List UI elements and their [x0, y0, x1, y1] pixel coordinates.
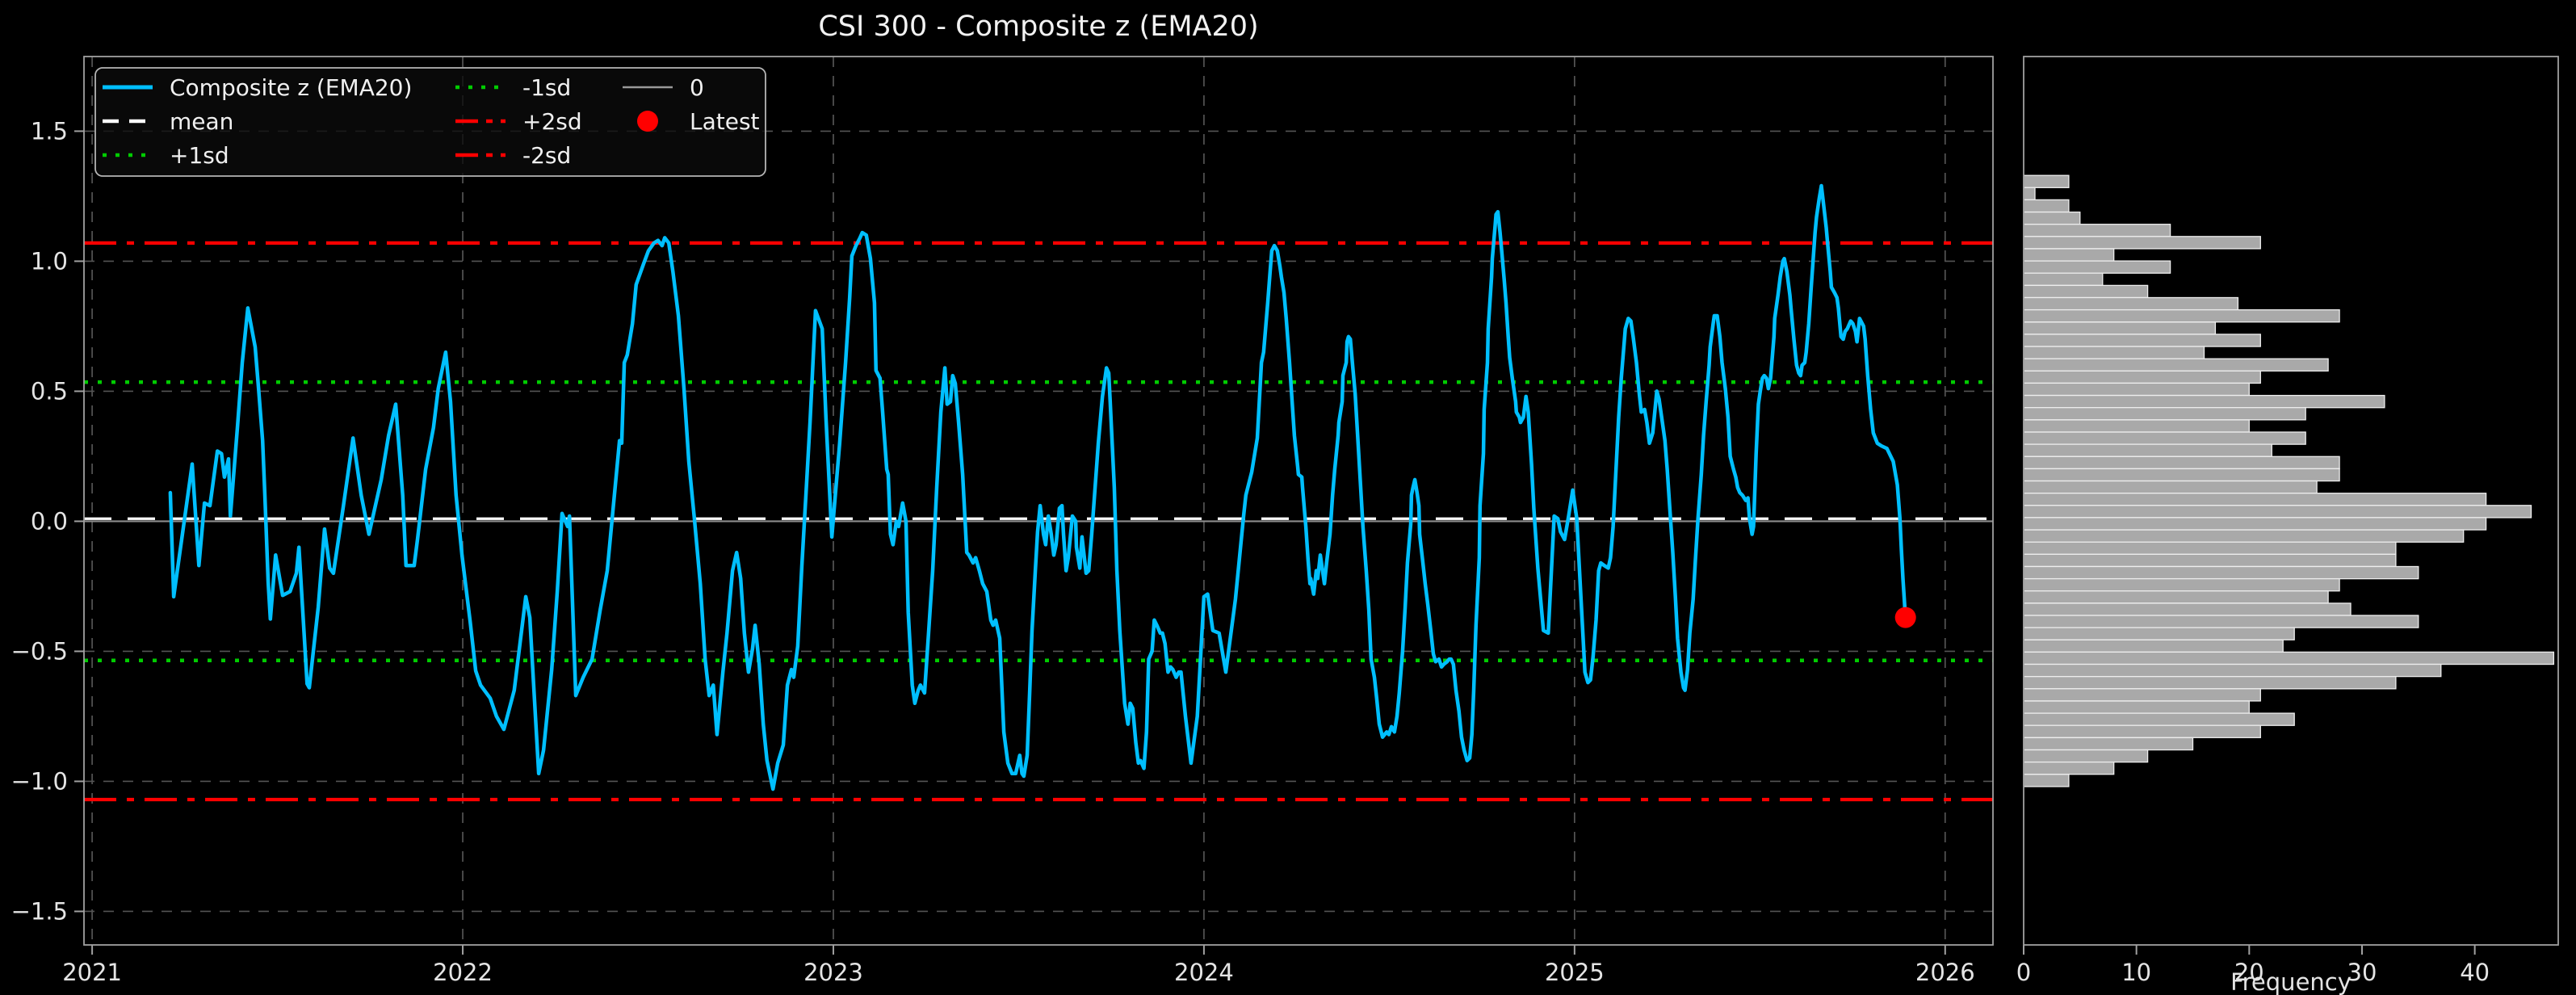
hist-bar	[2023, 700, 2250, 714]
hist-bar	[2023, 370, 2261, 384]
hist-bar	[2023, 639, 2284, 653]
hist-bar	[2023, 565, 2419, 580]
x-tick-label: 2024	[1174, 959, 1234, 986]
hist-bar	[2023, 590, 2329, 604]
hist-bar	[2023, 774, 2070, 787]
x-tick-label: 2026	[1915, 959, 1975, 986]
legend-box	[94, 67, 766, 177]
hist-bar	[2023, 663, 2442, 678]
histogram-panel: 0 10 20 30 40	[2016, 56, 2559, 986]
hist-bar	[2023, 688, 2261, 702]
hist-bar	[2023, 358, 2329, 372]
hist-bar	[2023, 346, 2205, 359]
hist-bar	[2023, 505, 2532, 518]
y-tick-label: −1.5	[11, 897, 68, 925]
hist-bar	[2023, 187, 2036, 201]
y-tick-label: 0.5	[31, 377, 68, 405]
hist-bar	[2023, 737, 2194, 751]
hist-bar	[2023, 529, 2465, 543]
y-tick-label: 1.0	[31, 247, 68, 275]
hist-bar	[2023, 394, 2385, 409]
legend: Composite z (EMA20) mean +1sd -1sd +2sd -2sd 0…	[94, 67, 766, 177]
hist-bar	[2023, 211, 2081, 225]
hist-bar	[2023, 407, 2306, 421]
legend-label: 0	[690, 74, 704, 101]
legend-label: mean	[170, 108, 233, 135]
y-tick-label: 1.5	[31, 117, 68, 145]
hist-bar	[2023, 749, 2149, 763]
frequency-axis-label: Frequency	[2230, 968, 2352, 995]
legend-item: +2sd	[455, 108, 582, 135]
hist-bar	[2023, 309, 2340, 323]
hist-bar	[2023, 553, 2397, 568]
legend-item: -2sd	[455, 142, 571, 169]
legend-label: +2sd	[522, 108, 582, 135]
x-tick-label: 2023	[803, 959, 863, 986]
hist-x-tick-label: 30	[2347, 959, 2377, 986]
y-tick-label: −0.5	[11, 637, 68, 665]
hist-bar	[2023, 296, 2239, 311]
hist-bar	[2023, 334, 2261, 347]
hist-bar	[2023, 480, 2318, 494]
hist-bar	[2023, 712, 2295, 726]
x-tick-label: 2021	[62, 959, 122, 986]
hist-x-tick-label: 10	[2121, 959, 2151, 986]
hist-bar	[2023, 236, 2261, 250]
hist-bar	[2023, 676, 2397, 690]
hist-bar	[2023, 382, 2250, 397]
composite-z-line	[168, 183, 1907, 791]
hist-bar	[2023, 615, 2419, 628]
hist-bar	[2023, 468, 2340, 482]
hist-bar	[2023, 517, 2487, 531]
hist-bar	[2023, 761, 2115, 775]
legend-item: mean	[103, 108, 233, 135]
hist-bar	[2023, 199, 2070, 213]
hist-bar	[2023, 627, 2295, 640]
hist-x-tick-label: 20	[2234, 959, 2264, 986]
hist-bar	[2023, 724, 2261, 738]
legend-label: Composite z (EMA20)	[170, 74, 412, 101]
hist-x-tick-label: 40	[2460, 959, 2490, 986]
hist-bar	[2023, 651, 2555, 665]
x-tick-label: 2022	[433, 959, 493, 986]
legend-label: -2sd	[522, 142, 571, 169]
hist-bar	[2023, 284, 2149, 299]
y-tick-label: 0.0	[31, 507, 68, 535]
hist-x-tick-label: 0	[2016, 959, 2031, 986]
legend-latest-marker-icon	[637, 111, 658, 132]
hist-bar	[2023, 443, 2272, 457]
hist-bar	[2023, 224, 2171, 237]
hist-bar	[2023, 419, 2250, 433]
hist-bar	[2023, 577, 2340, 592]
hist-bar	[2023, 602, 2352, 616]
x-tick-label: 2025	[1545, 959, 1605, 986]
hist-bar	[2023, 431, 2306, 445]
legend-item: Composite z (EMA20)	[103, 74, 412, 101]
latest-marker	[1894, 607, 1916, 628]
legend-item: Latest	[637, 108, 760, 135]
hist-bar	[2023, 260, 2171, 274]
legend-item: 0	[623, 74, 704, 101]
hist-bar	[2023, 174, 2070, 188]
hist-bar	[2023, 248, 2115, 262]
hist-panel-border	[2023, 56, 2559, 946]
hist-bar	[2023, 321, 2217, 335]
legend-label: Latest	[690, 108, 760, 135]
hist-bar	[2023, 541, 2397, 555]
legend-label: -1sd	[522, 74, 571, 101]
chart-title: CSI 300 - Composite z (EMA20)	[818, 10, 1258, 43]
legend-item: -1sd	[455, 74, 571, 101]
legend-item: +1sd	[103, 142, 229, 169]
hist-bar	[2023, 493, 2487, 506]
main-plot-border	[83, 56, 1994, 946]
legend-label: +1sd	[170, 142, 229, 169]
hist-bar	[2023, 272, 2104, 286]
y-tick-label: −1.0	[11, 767, 68, 795]
hist-bar	[2023, 456, 2340, 470]
